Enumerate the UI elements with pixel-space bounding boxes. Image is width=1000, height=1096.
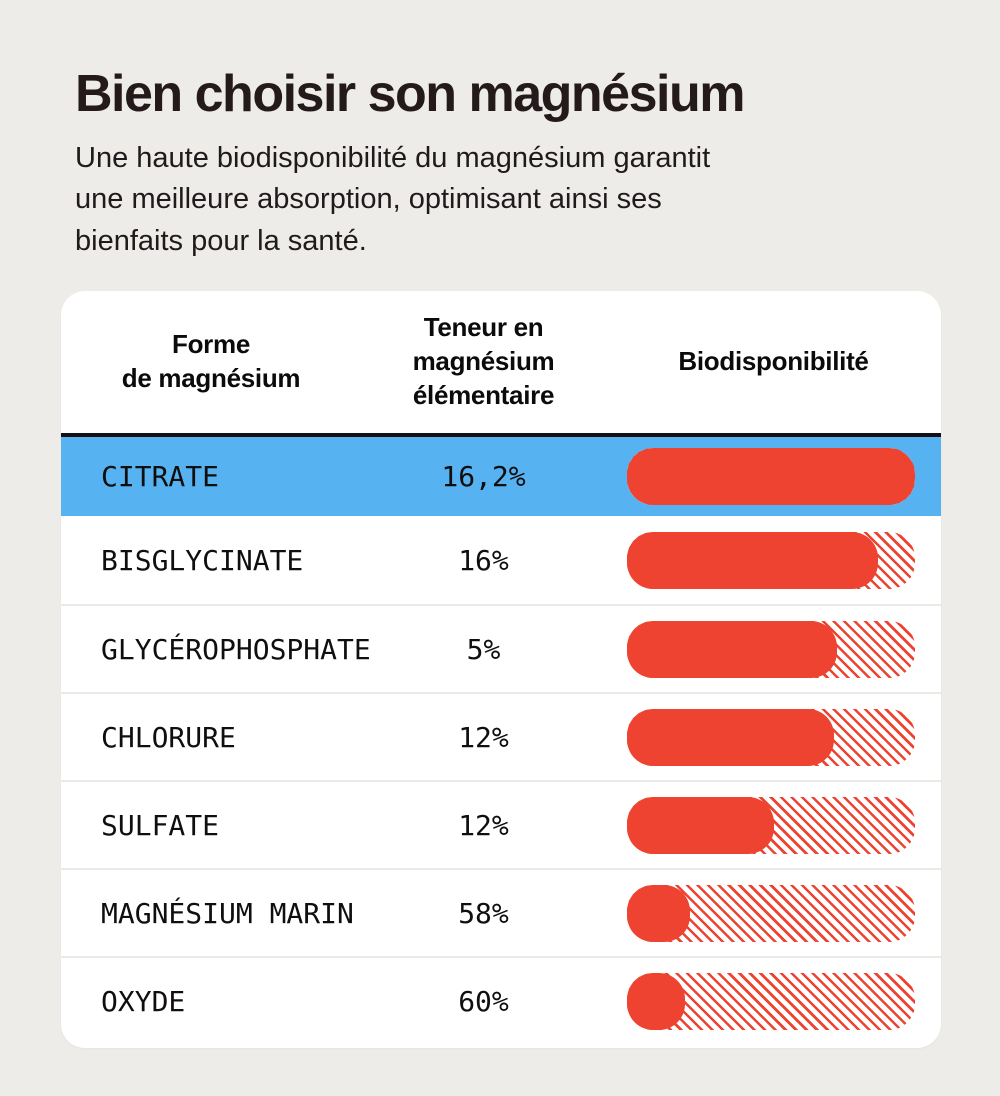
bioavailability-bar-fill xyxy=(627,972,685,1030)
table-row: OXYDE 60% xyxy=(61,956,941,1044)
table-row: CITRATE 16,2% xyxy=(61,437,941,516)
row-content-value: 12% xyxy=(458,808,509,842)
row-form-label: OXYDE xyxy=(101,984,186,1018)
table-body: CITRATE 16,2% BISGLYCINATE 16% GLYCÉROPH… xyxy=(61,437,941,1044)
bioavailability-bar-track xyxy=(627,884,915,942)
row-content-value: 12% xyxy=(458,720,509,754)
row-form-label: BISGLYCINATE xyxy=(101,543,304,577)
column-header-biodisponibilite: Biodisponibilité xyxy=(678,346,869,377)
bioavailability-bar-track xyxy=(627,796,915,854)
row-content-value: 5% xyxy=(466,632,501,666)
row-form-label: CITRATE xyxy=(101,460,220,493)
page-title: Bien choisir son magnésium xyxy=(75,65,745,123)
bioavailability-bar-track xyxy=(627,972,915,1030)
table-header-row: Forme de magnésium Teneur en magnésium é… xyxy=(61,291,941,437)
bioavailability-bar-fill xyxy=(627,796,774,854)
page-subtitle: Une haute biodisponibilité du magnésium … xyxy=(75,142,711,257)
row-form-label: SULFATE xyxy=(101,808,220,842)
column-header-form: Forme de magnésium xyxy=(121,329,301,393)
row-form-label: CHLORURE xyxy=(101,720,236,754)
row-content-value: 58% xyxy=(458,896,509,930)
table-row: MAGNÉSIUM MARIN 58% xyxy=(61,868,941,956)
table-row: BISGLYCINATE 16% xyxy=(61,516,941,604)
bioavailability-bar-fill xyxy=(627,708,835,766)
row-content-value: 16% xyxy=(458,543,509,577)
row-form-label: MAGNÉSIUM MARIN xyxy=(101,896,354,930)
bioavailability-bar-fill xyxy=(627,884,691,942)
table-row: SULFATE 12% xyxy=(61,780,941,868)
bioavailability-bar-track xyxy=(627,620,915,678)
row-content-value: 16,2% xyxy=(441,460,526,493)
bioavailability-bar-fill xyxy=(627,531,878,589)
bioavailability-bar-track xyxy=(627,708,915,766)
bioavailability-bar-track xyxy=(627,531,915,589)
magnesium-table-card: Forme de magnésium Teneur en magnésium é… xyxy=(61,291,941,1048)
row-content-value: 60% xyxy=(458,984,509,1018)
row-form-label: GLYCÉROPHOSPHATE xyxy=(101,632,371,666)
bioavailability-bar-track xyxy=(627,448,915,505)
table-row: GLYCÉROPHOSPHATE 5% xyxy=(61,604,941,692)
bioavailability-bar-fill xyxy=(627,620,838,678)
bioavailability-bar-fill xyxy=(627,448,915,505)
table-row: CHLORURE 12% xyxy=(61,692,941,780)
column-header-teneur: Teneur en magnésium élémentaire xyxy=(412,312,555,410)
